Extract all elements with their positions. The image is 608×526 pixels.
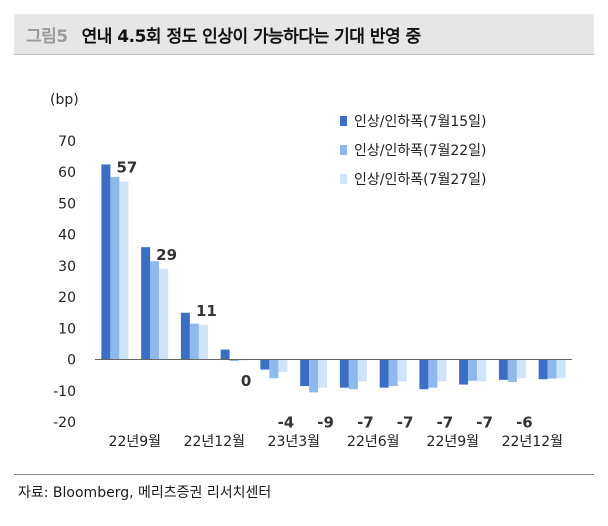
data-label: -7 [437, 414, 454, 432]
figure-tag: 그림5 [26, 26, 68, 47]
bar [516, 359, 526, 379]
y-tick-label: 70 [58, 134, 76, 150]
legend-swatch [340, 145, 347, 155]
legend-swatch [340, 174, 347, 184]
title-divider [14, 54, 594, 55]
bar [159, 269, 169, 360]
y-tick-label: -10 [53, 384, 76, 400]
legend-label: 인상/인하폭(7월27일) [354, 172, 487, 188]
source-note: 자료: Bloomberg, 메리츠증권 리서치센터 [18, 485, 272, 501]
bar [556, 359, 566, 379]
data-label: 57 [116, 159, 137, 177]
bar [437, 359, 447, 382]
bar [468, 359, 478, 381]
bar [220, 349, 230, 360]
data-label: -6 [516, 414, 533, 432]
bar [379, 359, 389, 388]
chart-title: 연내 4.5회 정도 인상이 가능하다는 기대 반영 중 [81, 26, 422, 47]
bar [388, 359, 398, 387]
bar [419, 359, 429, 390]
bar [318, 359, 328, 388]
source-divider [14, 474, 594, 475]
bar [141, 247, 151, 360]
x-tick-label: 22년6월 [347, 434, 399, 450]
x-tick-label: 22년9월 [109, 434, 161, 450]
x-tick-label: 22년9월 [427, 434, 479, 450]
x-tick-label: 23년3월 [268, 434, 320, 450]
data-label: 0 [241, 372, 251, 390]
y-tick-label: 30 [58, 259, 76, 275]
data-label: 29 [156, 246, 177, 264]
bar [180, 312, 190, 360]
bar [477, 359, 487, 382]
bar [278, 359, 288, 373]
bar [189, 323, 199, 360]
bar [428, 359, 438, 388]
bar [260, 359, 270, 370]
bar [198, 325, 208, 360]
bar [339, 359, 349, 388]
x-tick-label: 22년12월 [502, 434, 563, 450]
bar [229, 359, 239, 362]
bar [269, 359, 279, 379]
bar [547, 359, 557, 379]
data-label: -7 [357, 414, 374, 432]
y-tick-label: 40 [58, 228, 76, 244]
bar [459, 359, 469, 385]
data-label: -4 [278, 414, 295, 432]
bar [150, 261, 160, 360]
y-tick-label: 0 [67, 353, 76, 369]
y-tick-label: 20 [58, 290, 76, 306]
bar [348, 359, 358, 390]
bar [357, 359, 367, 382]
bar [119, 181, 129, 360]
data-label: -9 [317, 414, 334, 432]
data-label: -7 [397, 414, 414, 432]
y-tick-label: 50 [58, 196, 76, 212]
legend-label: 인상/인하폭(7월22일) [354, 143, 487, 159]
legend-swatch [340, 116, 347, 126]
bar [498, 359, 508, 380]
y-tick-label: 10 [58, 321, 76, 337]
data-label: 11 [196, 302, 217, 320]
bar [538, 359, 548, 380]
bar [300, 359, 310, 387]
bar [309, 359, 319, 393]
y-tick-label: -20 [53, 415, 76, 431]
bar [101, 164, 111, 360]
bar [507, 359, 517, 383]
bar [110, 176, 120, 360]
legend-label: 인상/인하폭(7월15일) [354, 114, 487, 130]
y-tick-label: 60 [58, 165, 76, 181]
title-bar: 그림5 연내 4.5회 정도 인상이 가능하다는 기대 반영 중 [14, 14, 594, 54]
x-tick-label: 22년12월 [184, 434, 245, 450]
data-label: -7 [476, 414, 493, 432]
bar [397, 359, 407, 382]
y-axis-label: (bp) [50, 92, 79, 108]
